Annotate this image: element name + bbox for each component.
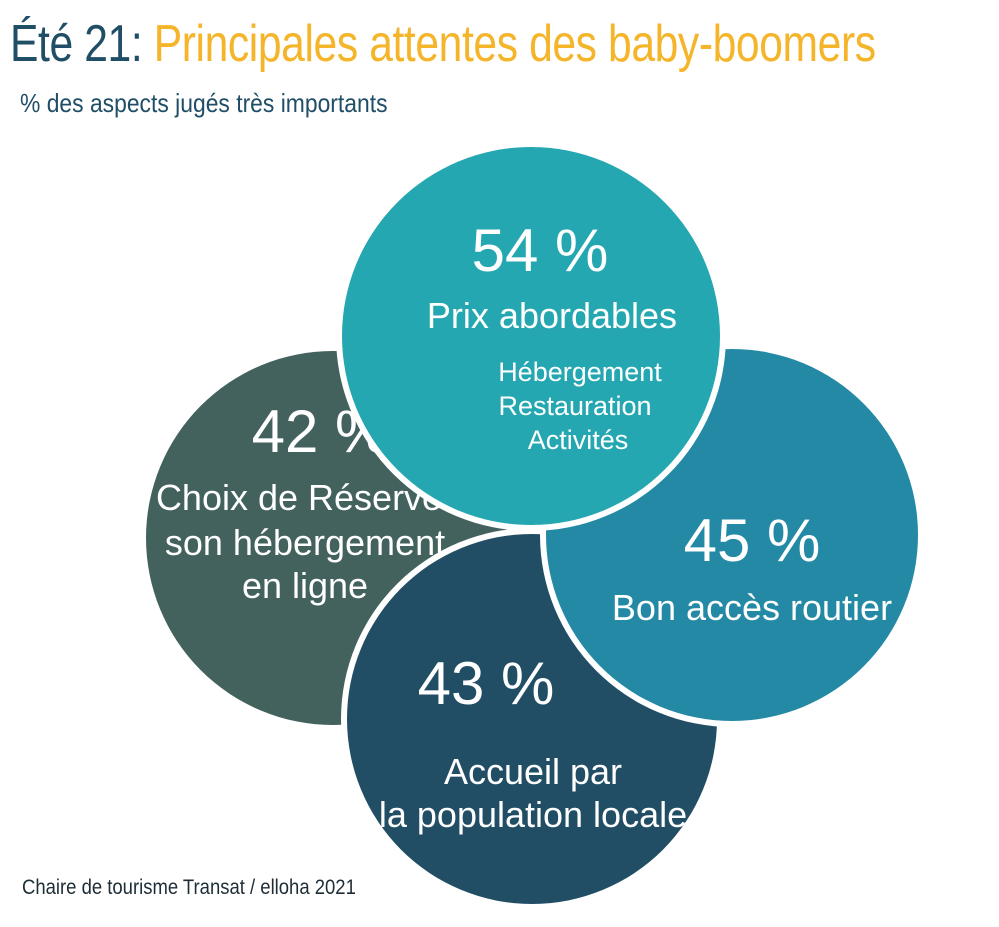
bubble-routier-value: 45 %	[684, 507, 821, 574]
title-main: Principales attentes des baby-boomers	[153, 15, 876, 73]
page-subtitle: % des aspects jugés très importants	[20, 88, 388, 118]
bubble-accueil-label-line-1: Accueil par	[444, 751, 622, 792]
page-title: Été 21: Principales attentes des baby-bo…	[10, 14, 876, 74]
bubble-reserver-label-line-3: en ligne	[242, 565, 368, 606]
bubble-accueil-value: 43 %	[418, 650, 555, 717]
bubble-accueil-label-line-2: la population locale	[379, 794, 687, 835]
title-season: Été 21:	[10, 15, 143, 73]
bubble-prix-label-line-1: Prix abordables	[427, 295, 677, 336]
bubble-prix-circle	[342, 147, 720, 525]
bubble-prix-detail-line-1: Hébergement	[498, 357, 662, 387]
bubble-prix-value: 54 %	[472, 217, 609, 284]
bubble-prix-detail-line-3: Activités	[528, 425, 629, 455]
bubble-routier-label-line-1: Bon accès routier	[612, 587, 892, 628]
bubble-reserver-label-line-2: son hébergement	[165, 522, 445, 563]
bubble-prix: 54 % Prix abordables Hébergement Restaur…	[336, 141, 726, 531]
bubble-prix-detail-line-2: Restauration	[498, 391, 651, 421]
source-credit: Chaire de tourisme Transat / elloha 2021	[22, 876, 356, 899]
